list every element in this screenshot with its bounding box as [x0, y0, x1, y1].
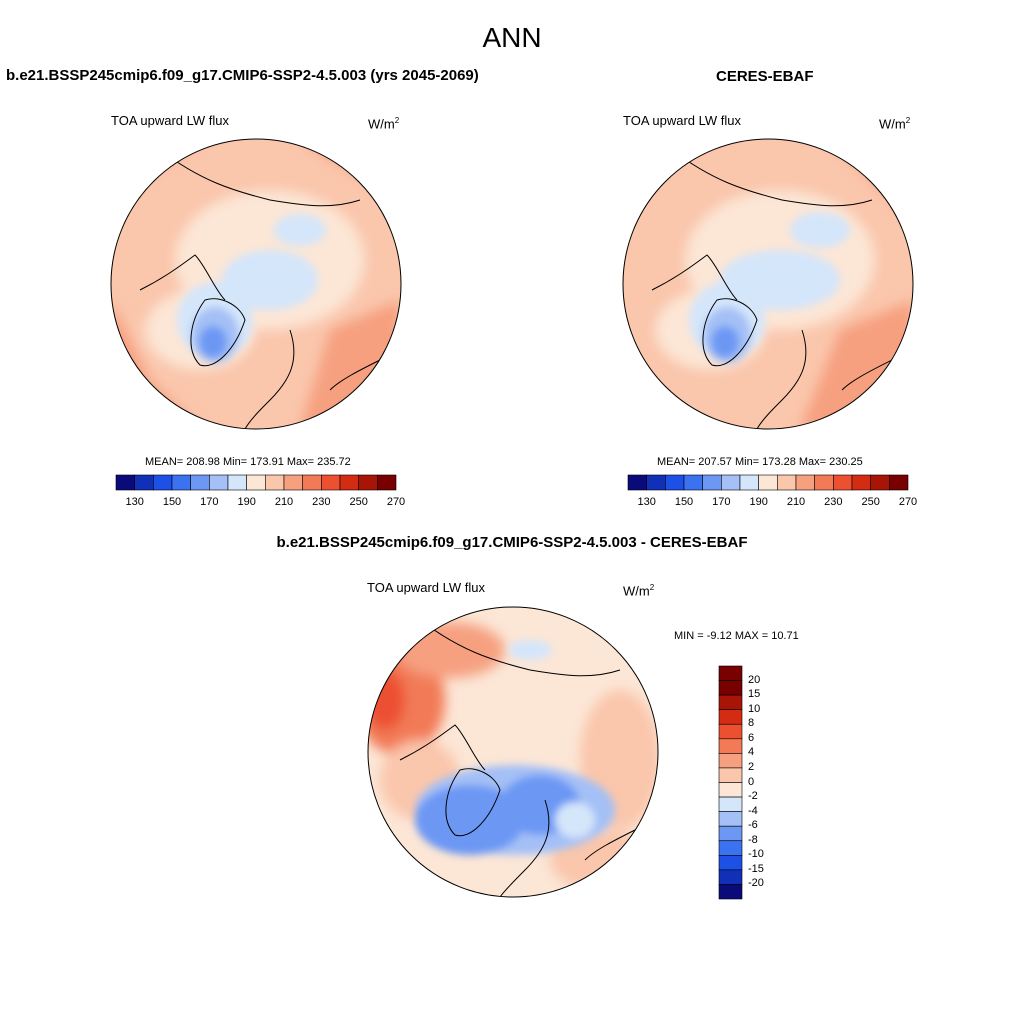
colorbar-tick-label: 0: [748, 775, 755, 788]
colorbar-swatch: [646, 474, 666, 491]
colorbar-swatch: [718, 680, 743, 696]
colorbar-swatch: [718, 738, 743, 754]
colorbar-swatch: [683, 474, 703, 491]
diff-colorbar: [718, 665, 743, 900]
colorbar-tick-label: 8: [748, 717, 755, 730]
colorbar-swatch: [718, 694, 743, 710]
colorbar-swatch: [718, 753, 743, 769]
colorbar-swatch: [758, 474, 778, 491]
colorbar-swatch: [718, 811, 743, 827]
figure-title: ANN: [482, 22, 542, 53]
right-variable-label: TOA upward LW flux: [623, 113, 742, 128]
right-units: W/m2: [879, 116, 911, 132]
diff-polar-map: [368, 607, 658, 897]
colorbar-swatch: [627, 474, 647, 491]
colorbar-tick-label: 10: [748, 702, 761, 715]
colorbar-swatch: [246, 474, 266, 491]
colorbar-tick-label: 230: [312, 496, 331, 508]
colorbar-tick-label: 130: [637, 496, 656, 508]
left-colorbar: [115, 474, 397, 491]
colorbar-swatch: [718, 796, 743, 812]
colorbar-swatch: [302, 474, 322, 491]
diff-panel-heading: b.e21.BSSP245cmip6.f09_g17.CMIP6-SSP2-4.…: [276, 534, 748, 551]
colorbar-tick-label: 190: [749, 496, 768, 508]
colorbar-swatch: [358, 474, 378, 491]
colorbar-tick-label: -8: [748, 833, 758, 846]
left-variable-label: TOA upward LW flux: [111, 113, 230, 128]
colorbar-tick-label: 6: [748, 731, 755, 744]
colorbar-tick-label: 170: [200, 496, 219, 508]
colorbar-swatch: [283, 474, 303, 491]
colorbar-swatch: [851, 474, 871, 491]
colorbar-tick-label: 190: [237, 496, 256, 508]
colorbar-swatch: [265, 474, 285, 491]
right-stats: MEAN= 207.57 Min= 173.28 Max= 230.25: [657, 456, 863, 468]
colorbar-swatch: [718, 767, 743, 783]
colorbar-tick-label: 270: [386, 496, 406, 508]
left-units: W/m2: [368, 116, 400, 132]
colorbar-swatch: [718, 884, 743, 900]
colorbar-swatch: [153, 474, 173, 491]
colorbar-swatch: [190, 474, 210, 491]
colorbar-swatch: [702, 474, 722, 491]
colorbar-swatch: [171, 474, 191, 491]
colorbar-tick-label: 150: [162, 496, 182, 508]
colorbar-tick-label: -10: [748, 848, 764, 861]
colorbar-tick-label: 130: [125, 496, 144, 508]
colorbar-swatch: [814, 474, 834, 491]
colorbar-swatch: [718, 782, 743, 798]
colorbar-swatch: [115, 474, 135, 491]
colorbar-tick-label: -6: [748, 819, 758, 832]
colorbar-swatch: [718, 825, 743, 842]
colorbar-tick-label: 170: [712, 496, 731, 508]
colorbar-tick-label: 270: [898, 496, 918, 508]
colorbar-tick-label: 150: [674, 496, 694, 508]
left-stats: MEAN= 208.98 Min= 173.91 Max= 235.72: [145, 456, 351, 468]
colorbar-swatch: [870, 474, 890, 491]
colorbar-swatch: [377, 474, 397, 491]
colorbar-tick-label: 15: [748, 688, 761, 701]
colorbar-swatch: [795, 474, 815, 491]
colorbar-swatch: [209, 474, 229, 491]
colorbar-tick-label: 210: [786, 496, 806, 508]
diff-variable-label: TOA upward LW flux: [367, 580, 486, 595]
colorbar-swatch: [718, 723, 743, 740]
colorbar-swatch: [718, 855, 743, 871]
colorbar-swatch: [227, 474, 247, 491]
colorbar-swatch: [718, 665, 743, 681]
colorbar-tick-label: 20: [748, 673, 761, 686]
left-polar-map: [111, 139, 401, 429]
colorbar-swatch: [665, 474, 685, 491]
colorbar-tick-label: -20: [748, 877, 764, 890]
diff-stats: MIN = -9.12 MAX = 10.71: [674, 630, 799, 642]
diff-units: W/m2: [623, 583, 655, 599]
right-polar-map: [623, 139, 913, 429]
colorbar-swatch: [739, 474, 759, 491]
colorbar-tick-label: -15: [748, 862, 764, 875]
colorbar-swatch: [718, 840, 743, 856]
colorbar-swatch: [833, 474, 853, 491]
colorbar-tick-label: 250: [861, 496, 880, 508]
right-panel-heading: CERES-EBAF: [716, 68, 814, 85]
colorbar-swatch: [718, 709, 743, 725]
colorbar-swatch: [889, 474, 909, 491]
colorbar-tick-label: 4: [748, 746, 755, 759]
colorbar-swatch: [777, 474, 797, 491]
right-colorbar: [627, 474, 909, 491]
colorbar-tick-label: 210: [274, 496, 294, 508]
colorbar-tick-label: 2: [748, 760, 755, 773]
colorbar-swatch: [321, 474, 341, 491]
colorbar-swatch: [339, 474, 359, 491]
left-panel-heading: b.e21.BSSP245cmip6.f09_g17.CMIP6-SSP2-4.…: [6, 67, 479, 84]
colorbar-swatch: [134, 474, 154, 491]
colorbar-tick-label: -4: [748, 804, 758, 817]
colorbar-tick-label: 230: [824, 496, 843, 508]
colorbar-tick-label: -2: [748, 790, 758, 803]
colorbar-swatch: [721, 474, 741, 491]
colorbar-swatch: [718, 869, 743, 885]
colorbar-tick-label: 250: [349, 496, 368, 508]
